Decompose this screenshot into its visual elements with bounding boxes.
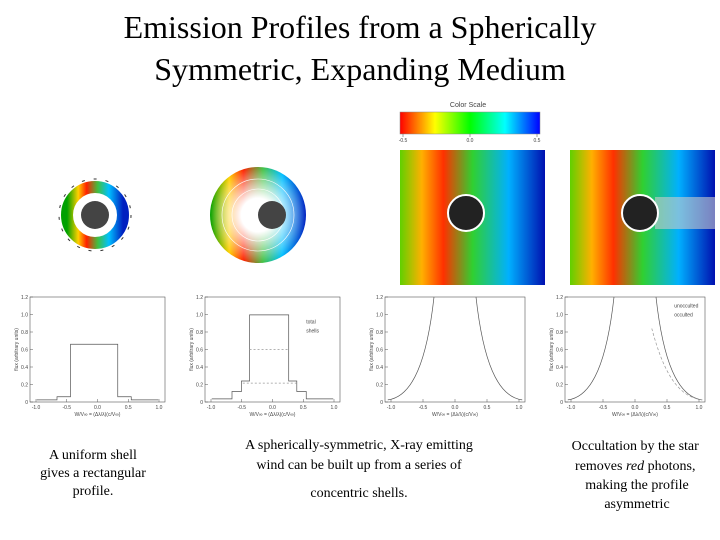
legend-entry: total xyxy=(306,319,315,325)
scale-bar xyxy=(399,111,541,135)
y-tick-label: 1.0 xyxy=(556,313,563,319)
scale-title: Color Scale xyxy=(450,102,486,109)
y-tick-label: 0.4 xyxy=(21,365,28,371)
x-axis-label: W/V∞ = (Δλ/λ)(c/V∞) xyxy=(612,412,658,418)
x-tick-label: -0.5 xyxy=(419,405,428,411)
x-tick-label: -0.5 xyxy=(237,405,246,411)
y-tick-label: 0.2 xyxy=(21,383,28,389)
y-tick-label: 0 xyxy=(200,400,203,406)
x-tick-label: 0.5 xyxy=(125,405,132,411)
y-tick-label: 0.4 xyxy=(376,365,383,371)
x-tick-label: 1.0 xyxy=(331,405,338,411)
y-tick-label: 0.2 xyxy=(556,383,563,389)
y-tick-label: 0.8 xyxy=(21,330,28,336)
field-map xyxy=(400,150,545,285)
shell-image xyxy=(58,178,132,252)
star xyxy=(621,194,659,232)
y-tick-label: 0.4 xyxy=(556,365,563,371)
title-line: Emission Profiles from a Spherically xyxy=(124,9,597,45)
wind-image xyxy=(210,167,306,263)
profile-curve xyxy=(211,314,334,400)
profile-curve xyxy=(655,296,703,401)
y-tick-label: 0.8 xyxy=(196,330,203,336)
y-tick-label: 0.6 xyxy=(196,348,203,354)
x-tick-label: -1.0 xyxy=(207,405,216,411)
y-tick-label: 0.6 xyxy=(556,348,563,354)
profile-curve xyxy=(567,296,615,401)
x-axis-label: W/V∞ = (Δλ/λ)(c/V∞) xyxy=(250,412,296,418)
profile-curve xyxy=(651,328,703,401)
profile-plot: -1.0 -0.5 0.0 0.5 1.0 0 0.2 0.4 0.6 0.8 1.0 1.2 W/V∞… xyxy=(549,295,706,418)
profile-curve xyxy=(475,296,523,401)
y-tick-label: 0.8 xyxy=(556,330,563,336)
tick-label: -0.5 xyxy=(399,138,408,144)
x-tick-label: 1.0 xyxy=(696,405,703,411)
profile-curve xyxy=(36,343,159,401)
plot-frame xyxy=(29,296,166,403)
y-tick-label: 0.4 xyxy=(196,365,203,371)
x-axis-label: W/V∞ = (Δλ/λ)(c/V∞) xyxy=(75,412,121,418)
x-tick-label: 0.0 xyxy=(269,405,276,411)
profile-curve xyxy=(242,349,297,384)
y-tick-label: 0.6 xyxy=(376,348,383,354)
x-tick-label: -0.5 xyxy=(599,405,608,411)
x-tick-label: 1.0 xyxy=(516,405,523,411)
y-tick-label: 1.2 xyxy=(376,295,383,301)
profile-plot: -1.0 -0.5 0.0 0.5 1.0 0 0.2 0.4 0.6 0.8 1.0 1.2 W/V∞… xyxy=(369,295,526,418)
y-tick-label: 1.2 xyxy=(196,295,203,301)
y-tick-label: 0 xyxy=(25,400,28,406)
shell-ring xyxy=(61,181,129,249)
y-tick-label: 0.2 xyxy=(376,383,383,389)
x-tick-label: 0.5 xyxy=(664,405,671,411)
field-map-occulted xyxy=(570,150,715,285)
x-tick-label: 0.0 xyxy=(94,405,101,411)
profile-plot: -1.0 -0.5 0.0 0.5 1.0 0 0.2 0.4 0.6 0.8 1.0 1.2 W/V∞… xyxy=(14,295,166,418)
x-tick-label: -0.5 xyxy=(62,405,71,411)
plot-frame xyxy=(204,296,341,403)
legend-entry: occulted xyxy=(674,313,693,319)
star xyxy=(258,201,286,229)
y-axis-label: flux (arbitrary units) xyxy=(549,328,555,371)
y-tick-label: 1.2 xyxy=(21,295,28,301)
y-tick-label: 0.8 xyxy=(376,330,383,336)
title-line: Symmetric, Expanding Medium xyxy=(154,51,566,87)
x-tick-label: -1.0 xyxy=(32,405,41,411)
x-tick-label: -1.0 xyxy=(567,405,576,411)
x-tick-label: -1.0 xyxy=(387,405,396,411)
y-tick-label: 1.0 xyxy=(196,313,203,319)
y-axis-label: flux (arbitrary units) xyxy=(14,328,20,371)
caption: Occultation by the star removes red phot… xyxy=(572,439,703,512)
color-scale: Color Scale xyxy=(399,102,541,135)
plot-frame xyxy=(384,296,526,403)
star xyxy=(81,201,109,229)
profile-curve xyxy=(387,296,435,401)
profile-plot: -1.0 -0.5 0.0 0.5 1.0 0 0.2 0.4 0.6 0.8 1.0 1.2 W/V∞… xyxy=(189,295,341,418)
tick-label: 0.5 xyxy=(534,138,541,144)
x-tick-label: 0.0 xyxy=(452,405,459,411)
legend-entry: shells xyxy=(306,328,319,334)
x-axis-label: W/V∞ = (Δλ/λ)(c/V∞) xyxy=(432,412,478,418)
y-tick-label: 1.2 xyxy=(556,295,563,301)
occulted-region xyxy=(655,197,715,229)
y-tick-label: 0.2 xyxy=(196,383,203,389)
y-axis-label: flux (arbitrary units) xyxy=(369,328,375,371)
y-tick-label: 0.6 xyxy=(21,348,28,354)
y-tick-label: 1.0 xyxy=(21,313,28,319)
shell-arrows xyxy=(58,178,132,252)
x-tick-label: 1.0 xyxy=(156,405,163,411)
y-axis-label: flux (arbitrary units) xyxy=(189,328,195,371)
caption: A spherically-symmetric, X-ray emitting w… xyxy=(245,438,473,501)
y-tick-label: 0 xyxy=(380,400,383,406)
y-tick-label: 1.0 xyxy=(376,313,383,319)
x-tick-label: 0.5 xyxy=(300,405,307,411)
x-tick-label: 0.0 xyxy=(632,405,639,411)
x-tick-label: 0.5 xyxy=(484,405,491,411)
tick-label: 0.0 xyxy=(467,138,474,144)
caption: A uniform shell gives a rectangular profil… xyxy=(40,448,146,499)
y-tick-label: 0 xyxy=(560,400,563,406)
star xyxy=(447,194,485,232)
legend-entry: unocculted xyxy=(674,304,698,310)
wind-shell xyxy=(221,178,295,252)
